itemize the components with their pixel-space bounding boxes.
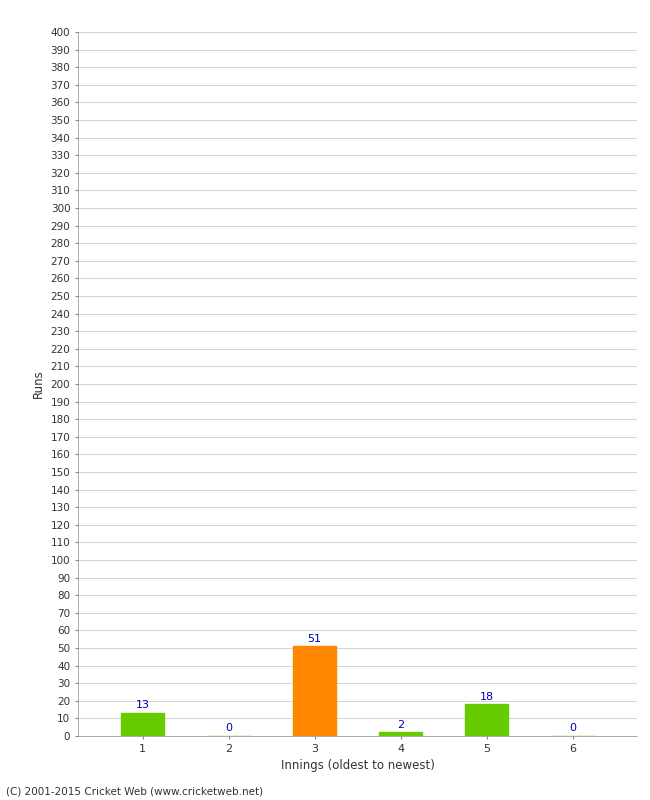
Bar: [293, 646, 336, 736]
X-axis label: Innings (oldest to newest): Innings (oldest to newest): [281, 759, 434, 772]
Text: 18: 18: [480, 692, 493, 702]
Bar: [121, 713, 164, 736]
Y-axis label: Runs: Runs: [32, 370, 45, 398]
Bar: [465, 704, 508, 736]
Text: 51: 51: [307, 634, 322, 643]
Text: 13: 13: [135, 701, 150, 710]
Text: (C) 2001-2015 Cricket Web (www.cricketweb.net): (C) 2001-2015 Cricket Web (www.cricketwe…: [6, 786, 264, 796]
Bar: [379, 733, 422, 736]
Text: 0: 0: [569, 723, 576, 734]
Text: 2: 2: [397, 720, 404, 730]
Text: 0: 0: [225, 723, 232, 734]
